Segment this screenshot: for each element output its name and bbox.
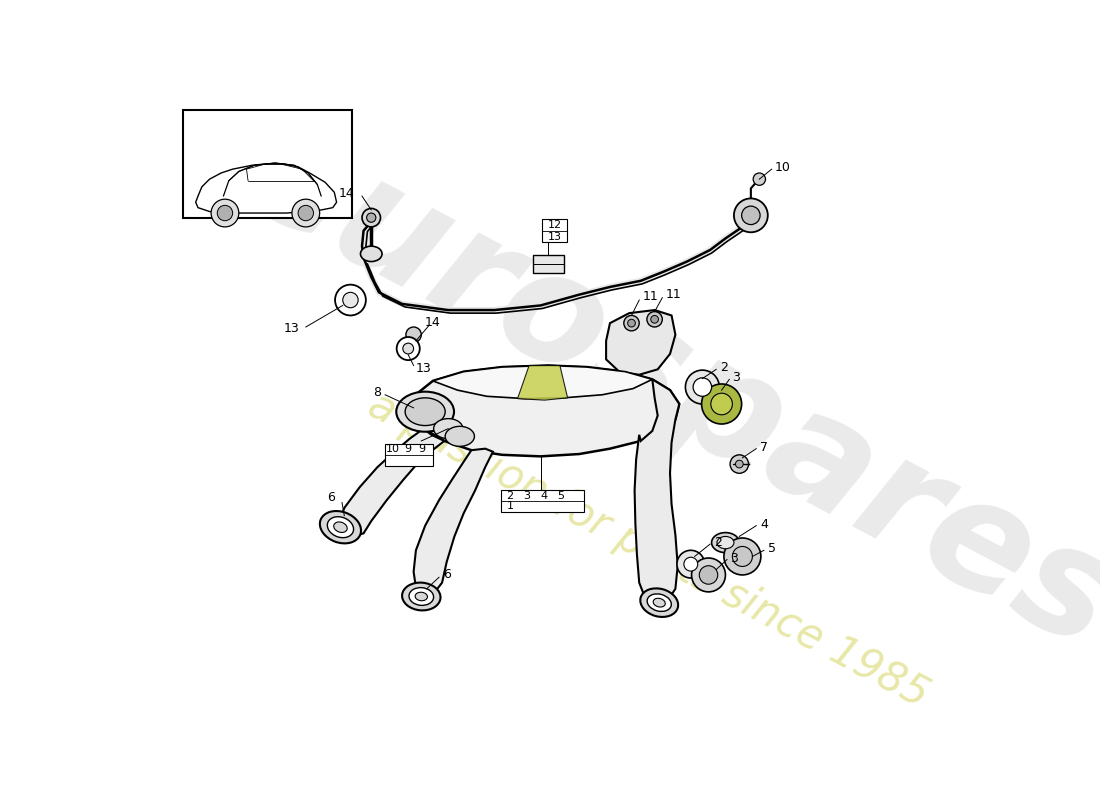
Polygon shape bbox=[606, 310, 675, 374]
Text: 10: 10 bbox=[774, 161, 791, 174]
Text: 4: 4 bbox=[760, 518, 768, 530]
Ellipse shape bbox=[712, 533, 739, 553]
Text: 2: 2 bbox=[714, 536, 722, 549]
Text: 9: 9 bbox=[418, 445, 426, 454]
Circle shape bbox=[403, 343, 414, 354]
Circle shape bbox=[685, 370, 719, 404]
Circle shape bbox=[651, 315, 659, 323]
Circle shape bbox=[218, 206, 232, 221]
Circle shape bbox=[336, 285, 366, 315]
Ellipse shape bbox=[405, 398, 446, 426]
Text: 11: 11 bbox=[644, 290, 659, 303]
Polygon shape bbox=[339, 429, 444, 537]
Circle shape bbox=[734, 198, 768, 232]
Text: 2: 2 bbox=[506, 490, 514, 501]
Ellipse shape bbox=[717, 537, 734, 549]
Ellipse shape bbox=[409, 588, 433, 606]
Polygon shape bbox=[196, 164, 337, 213]
Text: 13: 13 bbox=[548, 232, 561, 242]
Text: 2: 2 bbox=[720, 362, 728, 374]
Circle shape bbox=[754, 173, 766, 186]
Circle shape bbox=[676, 550, 705, 578]
Circle shape bbox=[724, 538, 761, 575]
Text: 7: 7 bbox=[760, 441, 768, 454]
Ellipse shape bbox=[640, 588, 679, 617]
Text: 3: 3 bbox=[524, 490, 530, 501]
Bar bbox=[500, 490, 584, 512]
Text: 6: 6 bbox=[328, 491, 336, 505]
Text: a passion for parts since 1985: a passion for parts since 1985 bbox=[361, 384, 936, 717]
Ellipse shape bbox=[396, 392, 454, 432]
Circle shape bbox=[647, 311, 662, 327]
Text: 12: 12 bbox=[548, 220, 562, 230]
Text: 5: 5 bbox=[768, 542, 776, 555]
Circle shape bbox=[741, 206, 760, 225]
Ellipse shape bbox=[446, 426, 474, 446]
Text: eurospares: eurospares bbox=[218, 96, 1100, 681]
Bar bbox=[542, 219, 566, 242]
Circle shape bbox=[693, 378, 712, 396]
Ellipse shape bbox=[320, 511, 361, 543]
Text: 9: 9 bbox=[405, 445, 411, 454]
Bar bbox=[183, 110, 352, 218]
Ellipse shape bbox=[433, 418, 463, 438]
Text: 4: 4 bbox=[540, 490, 548, 501]
Circle shape bbox=[702, 384, 741, 424]
Circle shape bbox=[736, 460, 744, 468]
Ellipse shape bbox=[361, 246, 382, 262]
Circle shape bbox=[700, 566, 717, 584]
Text: 6: 6 bbox=[443, 569, 451, 582]
Text: 13: 13 bbox=[284, 322, 299, 335]
Circle shape bbox=[692, 558, 726, 592]
Circle shape bbox=[733, 546, 752, 566]
Text: 3: 3 bbox=[733, 371, 740, 384]
Circle shape bbox=[624, 315, 639, 331]
Ellipse shape bbox=[333, 522, 348, 533]
Circle shape bbox=[362, 209, 381, 227]
Polygon shape bbox=[635, 379, 680, 602]
Text: 8: 8 bbox=[373, 386, 382, 399]
Circle shape bbox=[711, 394, 733, 414]
Circle shape bbox=[397, 337, 420, 360]
Ellipse shape bbox=[403, 582, 440, 610]
Text: 3: 3 bbox=[730, 551, 738, 565]
Circle shape bbox=[366, 213, 376, 222]
Ellipse shape bbox=[328, 517, 353, 538]
Bar bbox=[385, 444, 433, 466]
Bar bbox=[534, 254, 563, 273]
Circle shape bbox=[628, 319, 636, 327]
Circle shape bbox=[211, 199, 239, 227]
Circle shape bbox=[406, 327, 421, 342]
Polygon shape bbox=[414, 449, 493, 595]
Circle shape bbox=[343, 292, 359, 308]
Polygon shape bbox=[517, 366, 568, 400]
Circle shape bbox=[730, 455, 749, 474]
Ellipse shape bbox=[647, 594, 671, 611]
Circle shape bbox=[298, 206, 314, 221]
Polygon shape bbox=[409, 366, 680, 456]
Text: 5: 5 bbox=[558, 490, 564, 501]
Text: 10: 10 bbox=[386, 445, 399, 454]
Polygon shape bbox=[433, 366, 652, 398]
Circle shape bbox=[292, 199, 320, 227]
Text: 14: 14 bbox=[339, 186, 354, 199]
Ellipse shape bbox=[415, 592, 428, 601]
Circle shape bbox=[684, 558, 697, 571]
Text: 14: 14 bbox=[425, 316, 441, 329]
Ellipse shape bbox=[653, 598, 666, 607]
Text: 11: 11 bbox=[667, 288, 682, 301]
Text: 13: 13 bbox=[416, 362, 431, 375]
Text: 1: 1 bbox=[506, 502, 514, 511]
